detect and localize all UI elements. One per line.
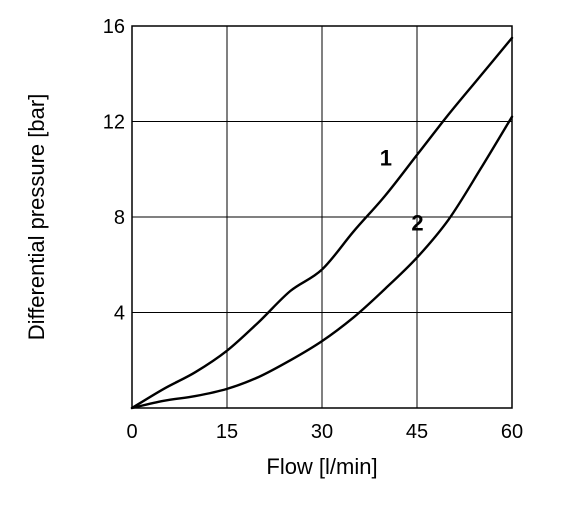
curves [130,36,514,410]
y-tick-label-4: 4 [114,303,125,325]
grid [132,26,512,408]
x-tick-label-45: 45 [406,421,428,443]
x-tick-label-15: 15 [216,421,238,443]
y-axis-label: Differential pressure [bar] [24,94,49,341]
curve-1 [130,36,514,410]
x-tick-label-60: 60 [501,421,523,443]
x-tick-label-0: 0 [126,421,137,443]
y-tick-labels: 4 8 12 16 [103,16,125,325]
x-tick-labels: 0 15 30 45 60 [126,421,523,443]
curve-label-2: 2 [411,210,423,235]
plot-frame [131,25,513,409]
y-tick-label-8: 8 [114,207,125,229]
x-tick-label-30: 30 [311,421,333,443]
x-axis-label: Flow [l/min] [266,454,377,479]
curve-labels: 12 [380,145,424,235]
y-tick-label-12: 12 [103,112,125,134]
curve-label-1: 1 [380,145,392,170]
curve-2 [130,115,514,410]
y-tick-label-16: 16 [103,16,125,38]
